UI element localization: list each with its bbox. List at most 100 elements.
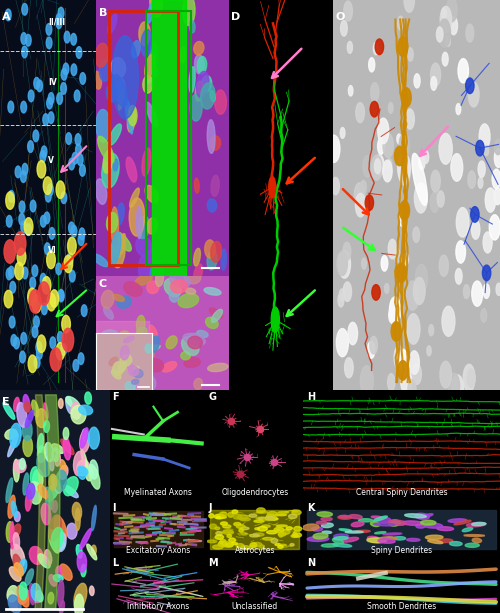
Ellipse shape — [207, 540, 216, 543]
Circle shape — [344, 358, 353, 378]
Ellipse shape — [253, 533, 264, 536]
Ellipse shape — [30, 277, 36, 289]
Ellipse shape — [333, 543, 351, 547]
Ellipse shape — [11, 335, 16, 346]
Ellipse shape — [276, 514, 286, 516]
Ellipse shape — [211, 175, 219, 196]
Ellipse shape — [355, 530, 370, 533]
Ellipse shape — [190, 94, 202, 121]
Ellipse shape — [38, 554, 50, 568]
Ellipse shape — [14, 563, 24, 576]
Ellipse shape — [106, 356, 115, 364]
Circle shape — [419, 155, 425, 170]
Circle shape — [442, 52, 448, 66]
Ellipse shape — [90, 586, 94, 596]
Ellipse shape — [15, 262, 24, 280]
Circle shape — [400, 368, 411, 394]
Circle shape — [438, 19, 450, 47]
Ellipse shape — [50, 337, 56, 349]
Ellipse shape — [48, 592, 54, 604]
Ellipse shape — [136, 236, 152, 256]
Ellipse shape — [71, 403, 82, 419]
Ellipse shape — [11, 501, 17, 517]
Ellipse shape — [334, 534, 348, 538]
Ellipse shape — [136, 207, 142, 238]
Ellipse shape — [294, 527, 302, 531]
Circle shape — [468, 82, 479, 107]
Ellipse shape — [274, 527, 284, 532]
Ellipse shape — [116, 234, 132, 251]
Ellipse shape — [372, 284, 380, 300]
Circle shape — [446, 0, 457, 22]
Circle shape — [394, 248, 400, 262]
Bar — [152, 0, 186, 276]
Ellipse shape — [112, 74, 127, 107]
Circle shape — [408, 379, 416, 398]
Circle shape — [463, 364, 475, 392]
Circle shape — [410, 351, 420, 375]
Ellipse shape — [62, 329, 74, 352]
Ellipse shape — [286, 527, 292, 530]
Circle shape — [360, 180, 366, 194]
Ellipse shape — [332, 538, 344, 544]
Ellipse shape — [162, 362, 176, 372]
Ellipse shape — [17, 248, 26, 266]
Ellipse shape — [8, 495, 15, 518]
Ellipse shape — [240, 527, 249, 530]
Ellipse shape — [370, 522, 380, 527]
Ellipse shape — [6, 268, 12, 280]
Ellipse shape — [254, 520, 264, 522]
Ellipse shape — [234, 522, 241, 526]
Ellipse shape — [374, 516, 388, 521]
Ellipse shape — [186, 288, 196, 294]
Circle shape — [429, 324, 434, 336]
Ellipse shape — [210, 524, 216, 529]
Text: B: B — [98, 8, 107, 18]
Ellipse shape — [313, 533, 328, 539]
Ellipse shape — [404, 514, 426, 518]
Ellipse shape — [346, 531, 363, 533]
Ellipse shape — [387, 537, 394, 539]
Ellipse shape — [29, 584, 35, 604]
Ellipse shape — [120, 234, 126, 254]
Ellipse shape — [98, 335, 111, 348]
Ellipse shape — [56, 470, 66, 492]
Ellipse shape — [100, 330, 120, 344]
Bar — [114, 511, 202, 547]
Ellipse shape — [291, 535, 298, 538]
Ellipse shape — [58, 398, 63, 408]
Ellipse shape — [129, 198, 144, 236]
Point — [270, 457, 278, 467]
Ellipse shape — [34, 77, 40, 89]
Ellipse shape — [140, 374, 156, 392]
Ellipse shape — [178, 294, 199, 308]
Ellipse shape — [4, 291, 13, 308]
Ellipse shape — [32, 400, 38, 417]
Ellipse shape — [140, 345, 160, 352]
Ellipse shape — [312, 527, 322, 531]
Ellipse shape — [426, 535, 443, 539]
Ellipse shape — [38, 446, 46, 462]
Ellipse shape — [52, 535, 62, 543]
Ellipse shape — [138, 216, 149, 238]
Ellipse shape — [82, 429, 88, 442]
Ellipse shape — [482, 265, 491, 281]
Circle shape — [456, 104, 460, 115]
Ellipse shape — [14, 232, 26, 255]
Circle shape — [388, 239, 396, 259]
Ellipse shape — [256, 511, 268, 513]
Circle shape — [356, 193, 366, 217]
Ellipse shape — [90, 460, 98, 479]
Ellipse shape — [150, 261, 163, 289]
Ellipse shape — [222, 525, 231, 528]
Circle shape — [414, 183, 428, 213]
Ellipse shape — [147, 281, 159, 294]
Circle shape — [378, 118, 389, 143]
Ellipse shape — [194, 55, 204, 74]
Circle shape — [362, 258, 366, 269]
Circle shape — [384, 283, 389, 293]
Ellipse shape — [32, 470, 43, 490]
Circle shape — [467, 369, 475, 387]
Ellipse shape — [80, 164, 86, 176]
Ellipse shape — [48, 530, 60, 553]
